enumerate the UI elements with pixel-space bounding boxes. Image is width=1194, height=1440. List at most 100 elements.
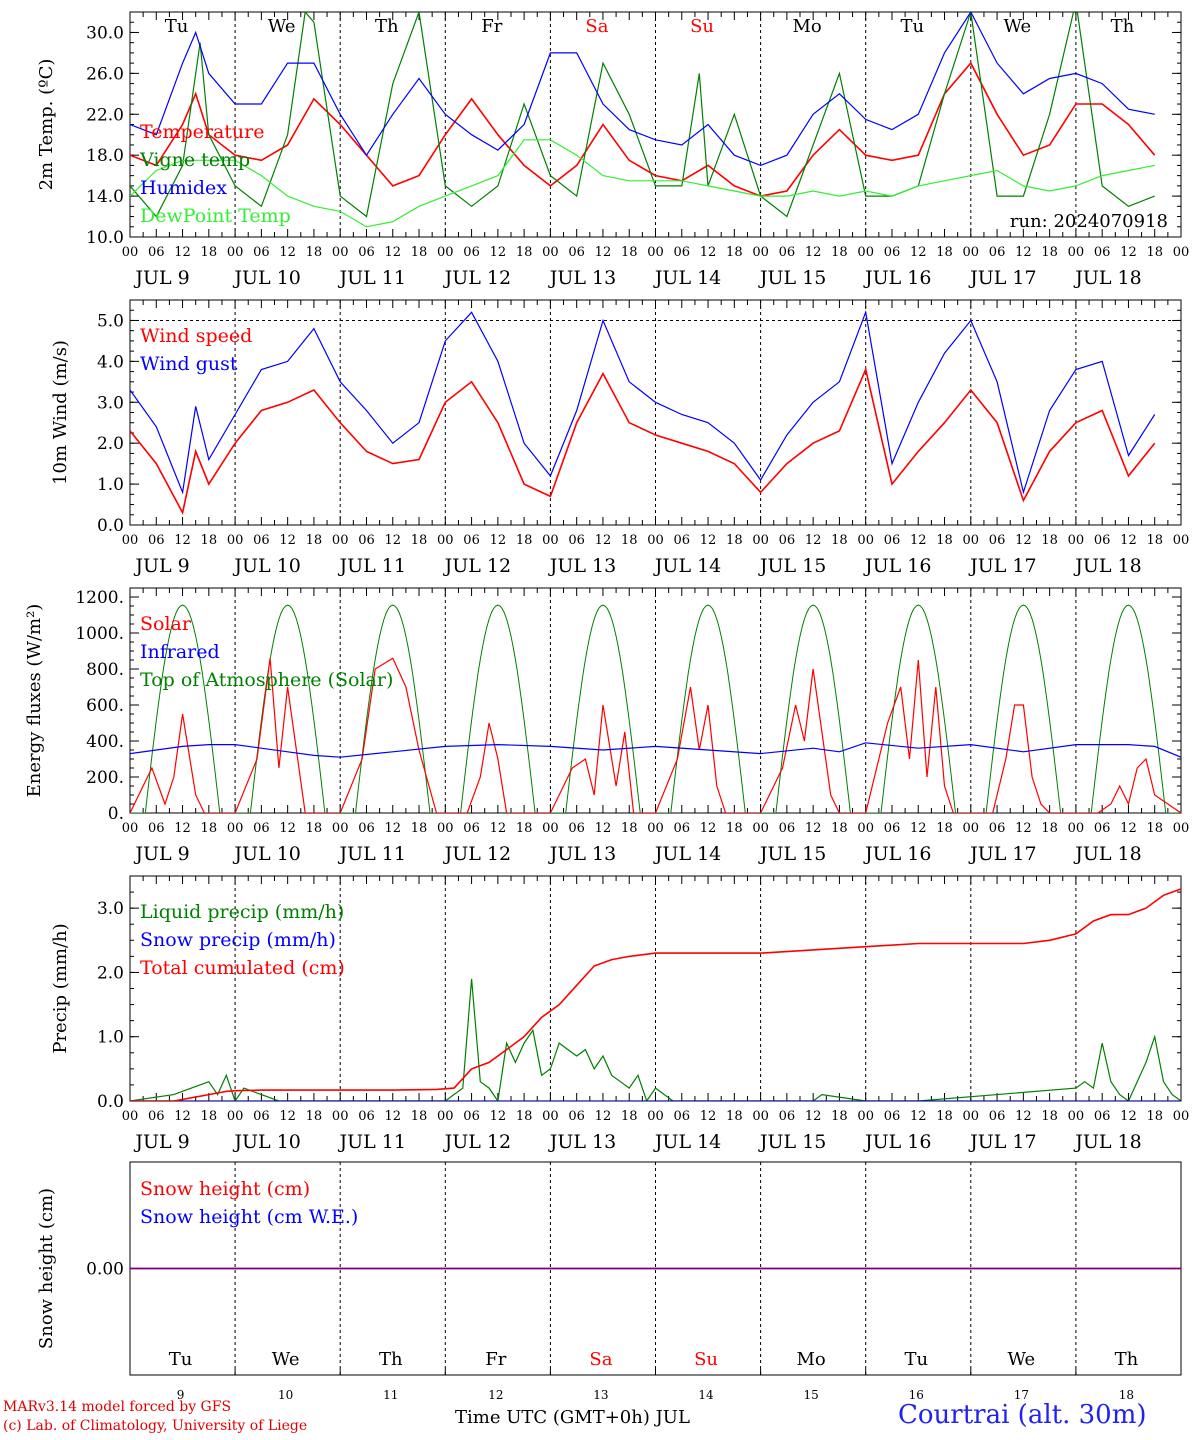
y-tick-label: 30.0 bbox=[86, 23, 124, 43]
date-label: JUL 15 bbox=[758, 555, 826, 577]
hour-tick-label: 12 bbox=[174, 1109, 191, 1124]
hour-tick-label: 18 bbox=[201, 245, 218, 260]
weekday-label: We bbox=[1008, 1349, 1036, 1370]
y-tick-label: 1.0 bbox=[97, 475, 124, 495]
hour-tick-label: 12 bbox=[910, 821, 927, 836]
weekday-label: We bbox=[272, 1349, 300, 1370]
hour-tick-label: 00 bbox=[227, 1109, 244, 1124]
date-label: JUL 13 bbox=[548, 555, 616, 577]
model-credit: MARv3.14 model forced by GFS (c) Lab. of… bbox=[3, 1398, 307, 1436]
hour-tick-label: 06 bbox=[674, 1109, 691, 1124]
date-label: JUL 12 bbox=[443, 843, 511, 865]
y-tick-label: 18.0 bbox=[86, 146, 124, 166]
hour-tick-label: 12 bbox=[910, 245, 927, 260]
weekday-label: Tu bbox=[900, 16, 924, 37]
hour-tick-label: 06 bbox=[358, 533, 375, 548]
hour-tick-label: 00 bbox=[122, 1109, 139, 1124]
hour-tick-label: 00 bbox=[227, 821, 244, 836]
hour-tick-label: 06 bbox=[463, 1109, 480, 1124]
hour-tick-label: 18 bbox=[726, 1109, 743, 1124]
hour-tick-label: 00 bbox=[332, 533, 349, 548]
date-label: JUL 18 bbox=[1073, 555, 1141, 577]
date-label: JUL 17 bbox=[968, 1131, 1036, 1153]
hour-tick-label: 12 bbox=[700, 245, 717, 260]
hour-tick-label: 06 bbox=[253, 1109, 270, 1124]
hour-tick-label: 12 bbox=[279, 245, 296, 260]
hour-tick-label: 12 bbox=[490, 821, 507, 836]
weekday-label: Su bbox=[694, 1349, 718, 1370]
day-number-label: 10 bbox=[278, 1388, 293, 1402]
date-label: JUL 12 bbox=[443, 267, 511, 289]
hour-tick-label: 18 bbox=[411, 1109, 428, 1124]
weekday-label: Sa bbox=[589, 1349, 612, 1370]
hour-tick-label: 06 bbox=[463, 821, 480, 836]
hour-tick-label: 18 bbox=[936, 245, 953, 260]
hour-tick-label: 06 bbox=[463, 533, 480, 548]
hour-tick-label: 00 bbox=[437, 821, 454, 836]
y-tick-label: 26.0 bbox=[86, 64, 124, 84]
date-label: JUL 16 bbox=[863, 1131, 931, 1153]
date-label: JUL 13 bbox=[548, 267, 616, 289]
hour-tick-label: 18 bbox=[411, 533, 428, 548]
hour-tick-label: 00 bbox=[437, 533, 454, 548]
y-tick-label: 0. bbox=[108, 804, 124, 824]
day-number-label: 16 bbox=[909, 1388, 924, 1402]
hour-tick-label: 06 bbox=[568, 1109, 585, 1124]
hour-tick-label: 06 bbox=[1094, 821, 1111, 836]
hour-tick-label: 18 bbox=[306, 533, 323, 548]
y-axis-title: Precip (mm/h) bbox=[50, 923, 71, 1053]
hour-tick-label: 00 bbox=[647, 245, 664, 260]
hour-tick-label: 06 bbox=[989, 533, 1006, 548]
hour-tick-label: 18 bbox=[726, 245, 743, 260]
y-tick-label: 22.0 bbox=[86, 105, 124, 125]
legend-entry: Total cumulated (cm) bbox=[140, 957, 345, 979]
legend-entry: Temperature bbox=[140, 121, 264, 143]
hour-tick-label: 12 bbox=[1015, 821, 1032, 836]
hour-tick-label: 00 bbox=[542, 821, 559, 836]
hour-tick-label: 18 bbox=[831, 245, 848, 260]
hour-tick-label: 12 bbox=[490, 245, 507, 260]
model-credit-line-2: (c) Lab. of Climatology, University of L… bbox=[3, 1418, 308, 1434]
date-label: JUL 11 bbox=[338, 555, 406, 577]
hour-tick-label: 12 bbox=[805, 245, 822, 260]
weekday-label: Fr bbox=[485, 1349, 506, 1370]
hour-tick-label: 12 bbox=[700, 1109, 717, 1124]
hour-tick-label: 12 bbox=[595, 1109, 612, 1124]
date-label: JUL 10 bbox=[232, 555, 300, 577]
hour-tick-label: 06 bbox=[358, 1109, 375, 1124]
hour-tick-label: 18 bbox=[516, 821, 533, 836]
date-label: JUL 9 bbox=[133, 843, 189, 865]
hour-tick-label: 18 bbox=[726, 533, 743, 548]
date-label: JUL 9 bbox=[133, 555, 189, 577]
hour-tick-label: 00 bbox=[1173, 245, 1190, 260]
hour-tick-label: 06 bbox=[148, 1109, 165, 1124]
legend-entry: Vigne temp bbox=[139, 149, 250, 171]
hour-tick-label: 18 bbox=[831, 533, 848, 548]
hour-tick-label: 06 bbox=[253, 821, 270, 836]
weekday-label: Mo bbox=[797, 1349, 826, 1370]
date-label: JUL 16 bbox=[863, 267, 931, 289]
hour-tick-label: 18 bbox=[1041, 821, 1058, 836]
hour-tick-label: 18 bbox=[201, 821, 218, 836]
hour-tick-label: 12 bbox=[279, 533, 296, 548]
legend-entry: Wind gust bbox=[140, 353, 238, 375]
hour-tick-label: 12 bbox=[805, 1109, 822, 1124]
hour-tick-label: 18 bbox=[726, 821, 743, 836]
y-tick-label: 14.0 bbox=[86, 187, 124, 207]
hour-tick-label: 00 bbox=[963, 821, 980, 836]
y-tick-label: 5.0 bbox=[97, 311, 124, 331]
hour-tick-label: 18 bbox=[831, 1109, 848, 1124]
day-number-label: 12 bbox=[488, 1388, 503, 1402]
y-axis-title: 10m Wind (m/s) bbox=[50, 340, 71, 485]
y-axis-title: 2m Temp. (ºC) bbox=[36, 59, 57, 191]
day-number-label: 15 bbox=[804, 1388, 819, 1402]
hour-tick-label: 06 bbox=[358, 245, 375, 260]
y-tick-label: 2.0 bbox=[97, 963, 124, 983]
date-label: JUL 14 bbox=[653, 555, 721, 577]
series-line-2 bbox=[130, 742, 1181, 758]
hour-tick-label: 00 bbox=[963, 245, 980, 260]
hour-tick-label: 18 bbox=[1146, 245, 1163, 260]
weekday-label: We bbox=[268, 16, 296, 37]
hour-tick-label: 12 bbox=[910, 1109, 927, 1124]
